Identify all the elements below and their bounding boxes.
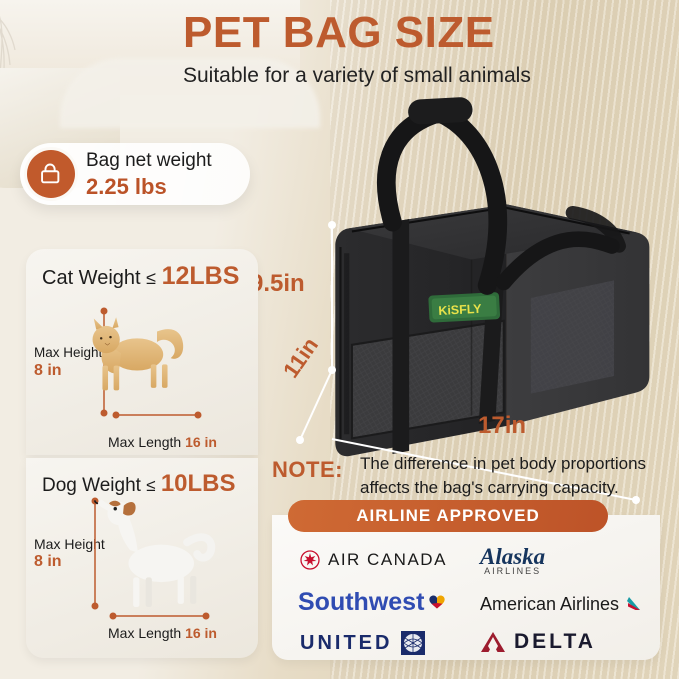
svg-text:KiSFLY: KiSFLY (438, 302, 483, 318)
